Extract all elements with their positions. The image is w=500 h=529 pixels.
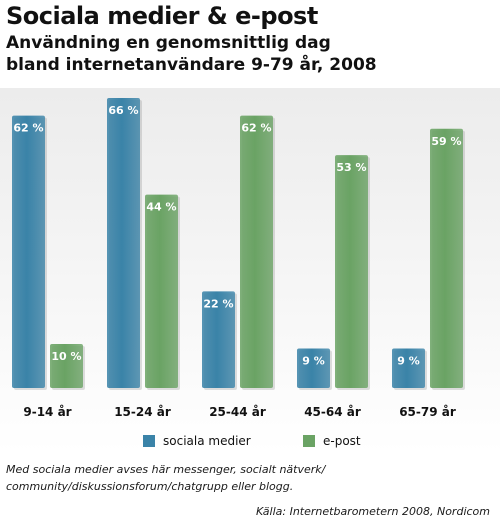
bar-sociala-medier — [12, 115, 45, 389]
x-tick-label: 65-79 år — [399, 405, 456, 419]
bar-sociala-medier — [297, 348, 330, 388]
data-label: 59 % — [431, 135, 461, 148]
data-label: 66 % — [108, 104, 138, 117]
chart-title: Sociala medier & e-post — [6, 2, 318, 30]
legend-label: sociala medier — [163, 434, 251, 448]
data-label: 53 % — [336, 161, 366, 174]
data-label: 10 % — [51, 350, 81, 363]
data-label: 22 % — [203, 297, 233, 310]
chart-subtitle: Användning en genomsnittlig dag bland in… — [6, 33, 377, 75]
bar-e-post — [50, 344, 83, 388]
x-tick-label: 15-24 år — [114, 405, 171, 419]
legend-label: e-post — [323, 434, 361, 448]
data-label: 9 % — [302, 354, 325, 367]
bar-e-post — [240, 115, 273, 389]
data-label: 9 % — [397, 354, 420, 367]
bar-e-post — [335, 155, 368, 388]
bar-e-post — [430, 128, 463, 388]
bar-sociala-medier — [202, 291, 235, 388]
bar-sociala-medier — [392, 348, 425, 388]
data-label: 62 % — [13, 122, 43, 135]
legend-swatch-e-post — [303, 435, 315, 447]
bar-sociala-medier — [107, 98, 140, 388]
source-note: Källa: Internetbarometern 2008, Nordicom — [255, 505, 490, 518]
legend-swatch-sociala-medier — [143, 435, 155, 447]
bar-e-post — [145, 194, 178, 388]
x-tick-label: 9-14 år — [23, 405, 71, 419]
data-label: 62 % — [241, 122, 271, 135]
x-tick-label: 25-44 år — [209, 405, 266, 419]
data-label: 44 % — [146, 201, 176, 214]
x-tick-label: 45-64 år — [304, 405, 361, 419]
footnote: Med sociala medier avses här messenger, … — [6, 463, 326, 493]
